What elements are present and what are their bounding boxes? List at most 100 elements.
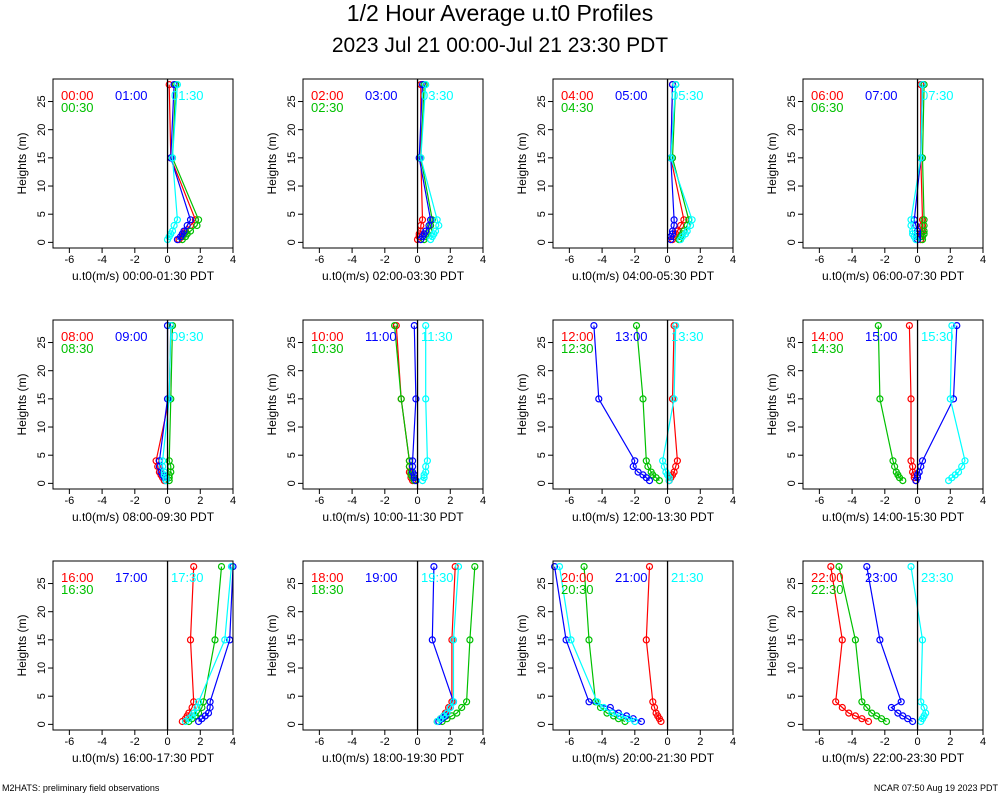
y-tick-label: 20 [786, 606, 798, 618]
x-tick-label: 0 [414, 495, 420, 507]
data-point [670, 216, 678, 224]
data-point [173, 216, 181, 224]
data-point [173, 80, 181, 89]
data-point [838, 636, 846, 644]
data-point [876, 636, 884, 644]
chart-panel-11: -6 -4 -2 0 2 4 0 5 10 15 20 25 u.t0(m/s) 20:00-21:30… [515, 560, 736, 765]
x-tick-label: -2 [880, 495, 890, 507]
data-point [190, 698, 198, 706]
x-tick-label: 0 [414, 736, 420, 748]
figure-title: 1/2 Hour Average u.t0 Profiles [347, 0, 653, 26]
y-tick-label: 10 [536, 421, 548, 433]
x-tick-label: 4 [980, 254, 986, 266]
y-axis-label: Heights (m) [15, 132, 29, 194]
series-line [181, 566, 195, 722]
y-tick-label: 5 [786, 211, 798, 217]
x-axis-label: u.t0(m/s) 00:00-01:30 PDT [72, 269, 215, 283]
legend-entry: 10:00 [311, 329, 344, 344]
data-point [428, 636, 436, 644]
figure-subtitle: 2023 Jul 21 00:00-Jul 21 23:30 PDT [332, 34, 668, 57]
legend-entry: 21:00 [615, 570, 648, 585]
plot-frame [302, 560, 484, 731]
data-point [418, 216, 427, 224]
data-point [567, 636, 575, 644]
plot-frame [552, 560, 734, 731]
y-tick-label: 25 [786, 336, 798, 348]
x-tick-label: -6 [564, 495, 574, 507]
y-tick-label: 15 [536, 393, 548, 405]
plot-frame [52, 560, 234, 731]
y-axis-label: Heights (m) [515, 614, 529, 676]
data-point [423, 457, 431, 465]
data-point [183, 221, 191, 230]
legend-entry: 22:00 [811, 570, 844, 585]
series-2000 [642, 562, 665, 726]
data-point [668, 230, 677, 238]
x-axis-label: u.t0(m/s) 22:00-23:30 PDT [822, 751, 965, 765]
x-axis-label: u.t0(m/s) 10:00-11:30 PDT [322, 510, 464, 524]
x-tick-label: 0 [914, 495, 920, 507]
data-point [897, 698, 905, 706]
x-tick-label: 4 [230, 254, 236, 266]
x-tick-label: 0 [164, 736, 170, 748]
series-line [554, 566, 642, 723]
data-point [600, 703, 608, 712]
y-tick-label: 0 [536, 480, 548, 486]
plot-frame [52, 319, 234, 490]
series-1730 [181, 562, 235, 726]
series-1430 [874, 322, 907, 485]
legend-entry: 01:30 [171, 88, 204, 103]
y-tick-label: 5 [286, 693, 298, 699]
legend-entry: 04:00 [561, 88, 594, 103]
y-axis-label: Heights (m) [515, 132, 529, 194]
chart-panel-10: -6 -4 -2 0 2 4 0 5 10 15 20 25 u.t0(m/s) 18:00-19:30… [265, 560, 486, 765]
y-tick-label: 25 [36, 577, 48, 589]
chart-panel-7: -6 -4 -2 0 2 4 0 5 10 15 20 25 u.t0(m/s) 12:00-13:30… [515, 319, 736, 524]
data-point [948, 322, 956, 330]
data-point [632, 322, 641, 330]
y-tick-label: 10 [786, 180, 798, 192]
data-point [688, 216, 696, 224]
y-tick-label: 5 [786, 693, 798, 699]
chart-panel-2: -6 -4 -2 0 2 4 0 5 10 15 20 25 u.t0(m/s) 02:00-03:30… [265, 78, 486, 283]
x-tick-label: -2 [380, 495, 390, 507]
data-point [835, 562, 843, 571]
legend-entry: 15:00 [865, 329, 898, 344]
data-point [199, 698, 208, 706]
data-point [195, 216, 203, 224]
data-point [958, 462, 966, 471]
y-tick-label: 25 [536, 577, 548, 589]
chart-panel-6: -6 -4 -2 0 2 4 0 5 10 15 20 25 u.t0(m/s) 10:00-11:30… [265, 319, 486, 524]
legend-entry: 03:30 [421, 88, 454, 103]
series-1100 [409, 322, 420, 485]
y-tick-label: 10 [36, 180, 48, 192]
legend-entry: 11:30 [421, 329, 453, 344]
y-tick-label: 10 [286, 662, 298, 674]
y-tick-label: 10 [286, 421, 298, 433]
y-tick-label: 25 [286, 336, 298, 348]
x-tick-label: -6 [64, 495, 74, 507]
data-point [562, 636, 570, 644]
series-line [948, 325, 966, 482]
data-point [645, 562, 654, 571]
y-tick-label: 15 [536, 152, 548, 164]
data-point [170, 221, 178, 230]
x-tick-label: 2 [697, 736, 703, 748]
footer-right: NCAR 07:50 Aug 19 2023 PDT [874, 783, 999, 793]
legend-entry: 09:00 [115, 329, 148, 344]
legend-entry: 01:00 [115, 88, 148, 103]
legend-entry: 16:30 [61, 582, 94, 597]
series-2200 [827, 562, 873, 726]
y-tick-label: 25 [786, 577, 798, 589]
series-line [558, 566, 636, 723]
x-tick-label: -6 [64, 254, 74, 266]
series-1130 [418, 322, 431, 485]
y-tick-label: 5 [786, 452, 798, 458]
x-tick-label: -6 [64, 736, 74, 748]
data-point [186, 227, 195, 235]
legend-entry: 05:30 [671, 88, 704, 103]
legend-entry: 03:00 [365, 88, 398, 103]
data-point [905, 322, 914, 330]
chart-panel-4: -6 -4 -2 0 2 4 0 5 10 15 20 25 u.t0(m/s) 06:00-07:30… [765, 78, 986, 283]
data-point [422, 227, 430, 235]
